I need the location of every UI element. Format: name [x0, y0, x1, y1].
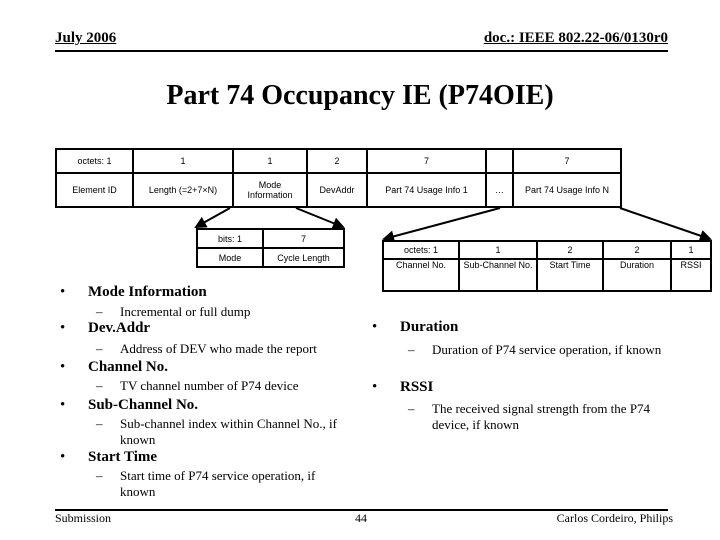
- size-cell: 7: [366, 148, 487, 174]
- footer-submission: Submission: [55, 511, 112, 525]
- sub-bullet: – Sub-channel index within Channel No., i…: [96, 416, 337, 447]
- size-cell: 1: [670, 240, 712, 260]
- field-cell: Cycle Length: [262, 247, 345, 268]
- size-cell: 2: [536, 240, 604, 260]
- size-cell: octets: 1: [382, 240, 460, 260]
- field-cell: Mode: [196, 247, 264, 268]
- field-cell: Start Time: [536, 258, 604, 292]
- size-cell: bits: 1: [196, 228, 264, 249]
- bullet-devaddr: • Dev.Addr: [60, 320, 151, 336]
- field-cell: Element ID: [55, 172, 134, 208]
- sub-bullet: – The received signal strength from the P…: [408, 401, 651, 432]
- bullet-duration: • Duration: [372, 319, 459, 335]
- header-date: July 2006: [55, 30, 117, 46]
- footer-rule: [55, 509, 668, 511]
- arrow-line: [194, 207, 231, 228]
- field-cell: Mode Information: [232, 172, 308, 208]
- field-cell: Sub-Channel No.: [458, 258, 538, 292]
- size-cell: 1: [132, 148, 234, 174]
- size-cell: 2: [602, 240, 672, 260]
- header-rule: [55, 50, 668, 52]
- size-cell: 7: [262, 228, 345, 249]
- sub-bullet: – Incremental or full dump: [96, 304, 251, 319]
- sub-bullet: – Address of DEV who made the report: [96, 341, 317, 356]
- size-cell: octets: 1: [55, 148, 134, 174]
- size-cell: [485, 148, 514, 174]
- field-cell: RSSI: [670, 258, 712, 292]
- field-cell: Duration: [602, 258, 672, 292]
- field-cell: Length (=2+7×N): [132, 172, 234, 208]
- field-cell: DevAddr: [306, 172, 368, 208]
- main-ie-table: octets: 1 1 1 2 7 7 Element ID Length (=…: [55, 148, 622, 208]
- size-cell: 1: [458, 240, 538, 260]
- size-cell: 2: [306, 148, 368, 174]
- bullet-channel-no: • Channel No.: [60, 359, 169, 375]
- arrow-line: [619, 207, 712, 242]
- field-cell: Channel No.: [382, 258, 460, 292]
- field-cell: Part 74 Usage Info N: [512, 172, 622, 208]
- page-number: 44: [355, 511, 367, 525]
- header-doc: doc.: IEEE 802.22-06/0130r0: [483, 30, 668, 46]
- arrow-line: [295, 207, 345, 229]
- sub-bullet: – Start time of P74 service operation, if…: [96, 468, 316, 499]
- bullet-sub-channel-no: • Sub-Channel No.: [60, 397, 199, 413]
- size-cell: 1: [232, 148, 308, 174]
- slide-title: Part 74 Occupancy IE (P74OIE): [166, 80, 554, 111]
- sub-bullet: – Duration of P74 service operation, if k…: [408, 342, 662, 357]
- arrow-line: [382, 207, 501, 243]
- bullet-mode-information: • Mode Information: [60, 284, 207, 300]
- field-cell: Part 74 Usage Info 1: [366, 172, 487, 208]
- field-cell: …: [485, 172, 514, 208]
- bullet-rssi: • RSSI: [372, 379, 434, 395]
- size-cell: 7: [512, 148, 622, 174]
- footer-author: Carlos Cordeiro, Philips: [556, 511, 673, 525]
- bullet-start-time: • Start Time: [60, 449, 158, 465]
- sub-bullet: – TV channel number of P74 device: [96, 378, 299, 393]
- usage-info-table: octets: 1 1 2 2 1 Channel No. Sub-Channe…: [382, 240, 712, 292]
